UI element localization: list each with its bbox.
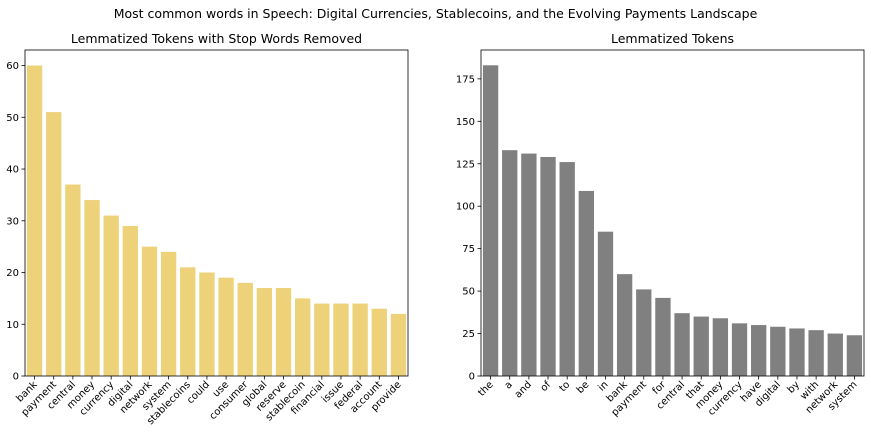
- bar-financial: [314, 303, 330, 376]
- bar-be: [578, 190, 594, 376]
- bar-currency: [731, 323, 748, 376]
- y-tick-label: 60: [6, 61, 19, 72]
- axes-frame: [24, 49, 409, 377]
- y-tick-label: 75: [462, 244, 475, 255]
- x-tick-label: and: [513, 379, 534, 400]
- bar-digital: [770, 326, 786, 376]
- y-tick-label: 20: [6, 268, 19, 279]
- bar-reserve: [275, 288, 292, 376]
- bar-consumer: [237, 282, 253, 376]
- y-tick-label: 50: [462, 287, 475, 298]
- bar-money: [84, 200, 100, 376]
- bar-of: [540, 156, 556, 376]
- bar-money: [712, 318, 729, 376]
- y-tick-label: 150: [456, 117, 475, 128]
- bar-with: [808, 330, 824, 376]
- axes-frame: [480, 49, 865, 377]
- bar-and: [521, 153, 537, 376]
- chart-title: Lemmatized Tokens with Stop Words Remove…: [71, 31, 362, 46]
- bar-network: [827, 333, 843, 376]
- chart-title: Lemmatized Tokens: [611, 31, 734, 46]
- bar-global: [256, 288, 273, 376]
- y-tick-label: 50: [6, 113, 19, 124]
- bar-federal: [352, 303, 368, 376]
- chart-stopwords-removed: Lemmatized Tokens with Stop Words Remove…: [6, 31, 409, 427]
- figure-suptitle: Most common words in Speech: Digital Cur…: [113, 6, 758, 21]
- x-tick-label: be: [575, 379, 592, 396]
- bar-digital: [122, 225, 138, 376]
- y-tick-label: 0: [469, 372, 475, 383]
- bar-payment: [636, 289, 652, 376]
- bar-payment: [46, 112, 62, 376]
- chart-lemmatized-tokens: Lemmatized Tokens 0 25 50 75 100 125 150 175 the a…: [456, 31, 865, 419]
- bar-use: [218, 277, 234, 376]
- y-tick-label: 125: [456, 159, 475, 170]
- bar-for: [655, 297, 671, 376]
- y-tick-label: 10: [6, 320, 19, 331]
- bar-issue: [333, 303, 349, 376]
- y-tick-label: 25: [462, 329, 475, 340]
- bar-stablecoins: [180, 267, 196, 376]
- bar-stablecoin: [295, 298, 311, 376]
- bar-bank: [26, 65, 43, 377]
- bar-bank: [616, 274, 633, 376]
- x-tick-label: the: [476, 379, 495, 398]
- bar-in: [597, 231, 614, 376]
- bar-central: [674, 313, 690, 376]
- bar-could: [199, 272, 215, 376]
- bar-have: [751, 325, 767, 376]
- y-tick-label: 40: [6, 165, 19, 176]
- bar-account: [371, 308, 387, 376]
- bar-system: [160, 251, 177, 376]
- bar-currency: [103, 215, 119, 376]
- y-tick-label: 0: [13, 372, 19, 383]
- bar-to: [559, 162, 575, 376]
- bar-by: [789, 328, 805, 376]
- y-tick-label: 30: [6, 216, 19, 227]
- bar-a: [502, 150, 518, 376]
- bar-that: [693, 316, 709, 376]
- bar-system: [846, 335, 863, 376]
- x-tick-label: a: [503, 379, 515, 391]
- bar-the: [482, 65, 499, 376]
- bar-central: [65, 184, 81, 376]
- x-tick-label: of: [539, 379, 554, 394]
- bar-network: [141, 246, 158, 376]
- x-tick-label: in: [596, 379, 610, 393]
- x-tick-label: to: [557, 379, 572, 394]
- y-tick-label: 100: [456, 202, 475, 213]
- bar-provide: [390, 313, 407, 376]
- y-tick-label: 175: [456, 74, 475, 85]
